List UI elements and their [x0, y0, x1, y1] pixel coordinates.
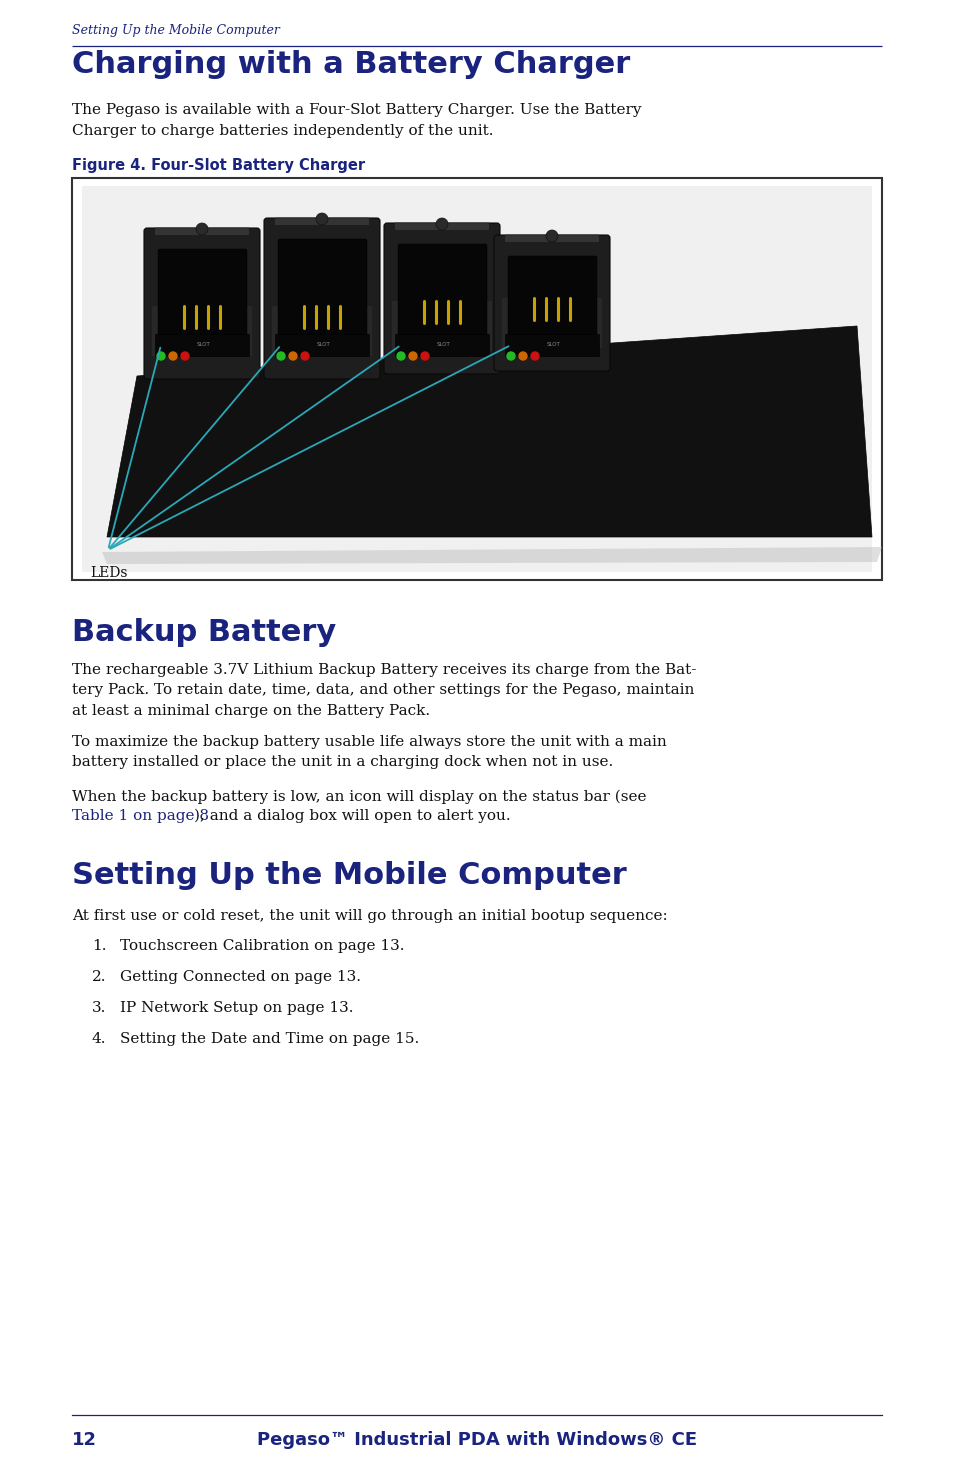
- Circle shape: [506, 353, 515, 360]
- Text: Figure 4. Four-Slot Battery Charger: Figure 4. Four-Slot Battery Charger: [71, 158, 365, 173]
- Bar: [152, 305, 252, 355]
- Bar: [504, 235, 598, 242]
- Text: Setting Up the Mobile Computer: Setting Up the Mobile Computer: [71, 861, 626, 889]
- Text: 1.: 1.: [91, 940, 107, 953]
- Text: Touchscreen Calibration on page 13.: Touchscreen Calibration on page 13.: [120, 940, 404, 953]
- FancyBboxPatch shape: [144, 229, 260, 379]
- FancyBboxPatch shape: [158, 249, 247, 348]
- Bar: [82, 186, 871, 572]
- Circle shape: [545, 230, 558, 242]
- Text: The rechargeable 3.7V Lithium Backup Battery receives its charge from the Bat-
t: The rechargeable 3.7V Lithium Backup Bat…: [71, 662, 696, 718]
- Circle shape: [301, 353, 309, 360]
- Bar: [395, 333, 489, 355]
- Bar: [395, 223, 489, 230]
- Text: Charging with a Battery Charger: Charging with a Battery Charger: [71, 50, 630, 80]
- Bar: [272, 305, 372, 355]
- Text: Pegaso™ Industrial PDA with Windows® CE: Pegaso™ Industrial PDA with Windows® CE: [256, 1431, 697, 1448]
- Circle shape: [195, 223, 208, 235]
- FancyBboxPatch shape: [277, 239, 367, 348]
- Polygon shape: [102, 547, 882, 563]
- Text: 3.: 3.: [91, 1002, 107, 1015]
- Circle shape: [315, 212, 328, 226]
- Text: Backup Battery: Backup Battery: [71, 618, 335, 648]
- Bar: [71, 178, 882, 580]
- Text: SLOT: SLOT: [436, 342, 450, 347]
- FancyBboxPatch shape: [264, 218, 379, 379]
- Text: The Pegaso is available with a Four-Slot Battery Charger. Use the Battery
Charge: The Pegaso is available with a Four-Slot…: [71, 103, 640, 137]
- Text: SLOT: SLOT: [546, 342, 560, 347]
- Circle shape: [181, 353, 189, 360]
- Circle shape: [518, 353, 526, 360]
- Bar: [274, 333, 369, 355]
- Circle shape: [531, 353, 538, 360]
- Circle shape: [276, 353, 285, 360]
- Circle shape: [289, 353, 296, 360]
- Text: Getting Connected on page 13.: Getting Connected on page 13.: [120, 971, 360, 984]
- Bar: [392, 301, 492, 351]
- Circle shape: [396, 353, 405, 360]
- Text: 12: 12: [71, 1431, 97, 1448]
- Text: At first use or cold reset, the unit will go through an initial bootup sequence:: At first use or cold reset, the unit wil…: [71, 909, 667, 923]
- Circle shape: [436, 218, 448, 230]
- Text: IP Network Setup on page 13.: IP Network Setup on page 13.: [120, 1002, 354, 1015]
- FancyBboxPatch shape: [384, 223, 499, 375]
- Text: Table 1 on page 8: Table 1 on page 8: [71, 808, 209, 823]
- Bar: [501, 298, 601, 348]
- Circle shape: [157, 353, 165, 360]
- FancyBboxPatch shape: [507, 257, 597, 341]
- FancyBboxPatch shape: [494, 235, 609, 372]
- Text: 2.: 2.: [91, 971, 107, 984]
- Bar: [154, 227, 249, 235]
- Text: LEDs: LEDs: [90, 566, 128, 580]
- Text: 4.: 4.: [91, 1032, 107, 1046]
- Polygon shape: [107, 326, 871, 537]
- Text: Setting Up the Mobile Computer: Setting Up the Mobile Computer: [71, 24, 279, 37]
- Text: SLOT: SLOT: [196, 342, 211, 347]
- Bar: [274, 217, 369, 226]
- Bar: [154, 333, 249, 355]
- FancyBboxPatch shape: [397, 243, 486, 344]
- Text: To maximize the backup battery usable life always store the unit with a main
bat: To maximize the backup battery usable li…: [71, 735, 666, 770]
- Circle shape: [409, 353, 416, 360]
- Circle shape: [420, 353, 429, 360]
- Text: When the backup battery is low, an icon will display on the status bar (see: When the backup battery is low, an icon …: [71, 791, 646, 804]
- Bar: [504, 333, 598, 355]
- Text: Setting the Date and Time on page 15.: Setting the Date and Time on page 15.: [120, 1032, 418, 1046]
- Circle shape: [169, 353, 177, 360]
- Text: ), and a dialog box will open to alert you.: ), and a dialog box will open to alert y…: [193, 808, 510, 823]
- Text: SLOT: SLOT: [316, 342, 331, 347]
